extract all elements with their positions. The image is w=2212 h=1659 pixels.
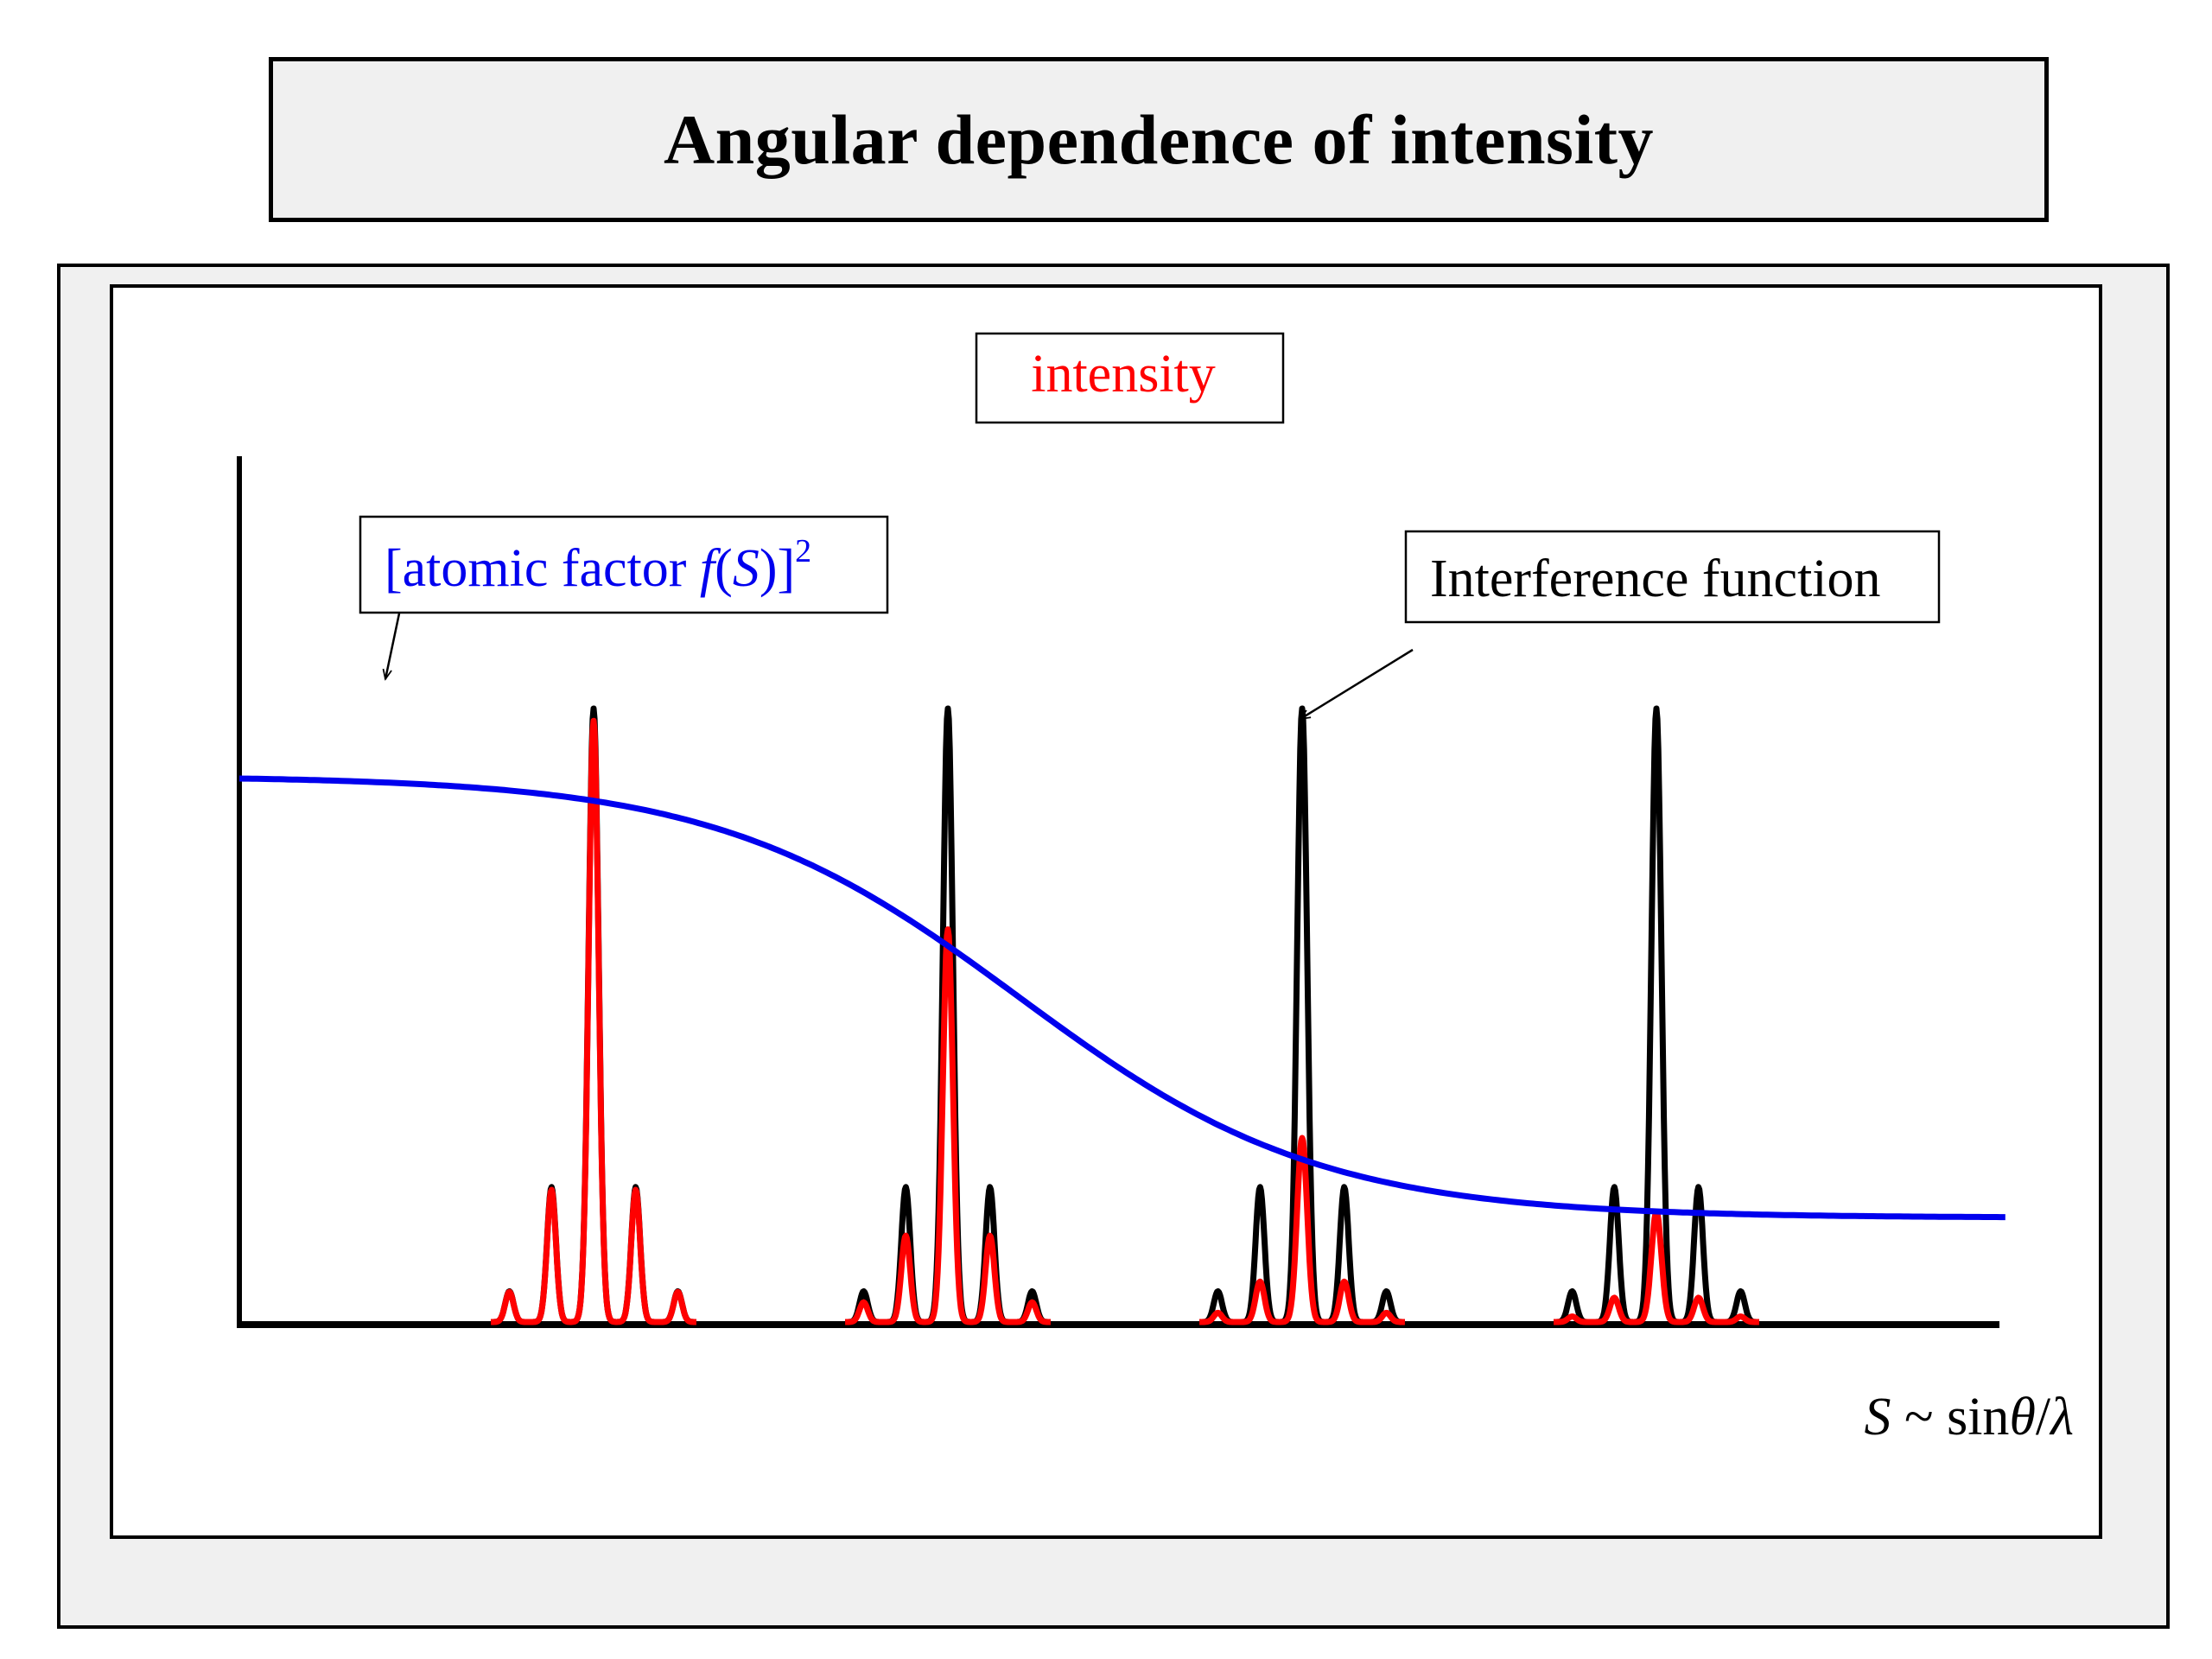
atomic-factor-label: [atomic factor f(S)]2 xyxy=(385,533,811,598)
intensity-peak-2 xyxy=(842,926,1053,1325)
atomic-factor-curve xyxy=(238,775,2005,1221)
inner-panel xyxy=(110,284,2102,1539)
x-axis-label: S ~ sinθ/λ xyxy=(1865,1388,2074,1446)
intensity-peak-1 xyxy=(488,717,699,1325)
interference-peak-3 xyxy=(1197,705,1408,1325)
slide-title: Angular dependence of intensity xyxy=(663,99,1655,179)
title-box: Angular dependence of intensity xyxy=(269,57,2049,222)
atomic-factor-pointer xyxy=(385,613,401,679)
intensity-peak-3 xyxy=(1197,1135,1408,1325)
interference-peak-2 xyxy=(842,705,1053,1325)
intensity-label-box xyxy=(975,332,1285,424)
interference-function-peaks xyxy=(488,705,1762,1325)
atomic-factor-label-box xyxy=(359,515,889,614)
intensity-label: intensity xyxy=(1031,345,1216,404)
intensity-peak-4 xyxy=(1551,1208,1762,1325)
interference-pointer xyxy=(1300,648,1414,719)
intensity-peaks xyxy=(488,717,1762,1325)
interference-label: Interference function xyxy=(1430,550,1881,608)
interference-label-box xyxy=(1404,530,1941,624)
